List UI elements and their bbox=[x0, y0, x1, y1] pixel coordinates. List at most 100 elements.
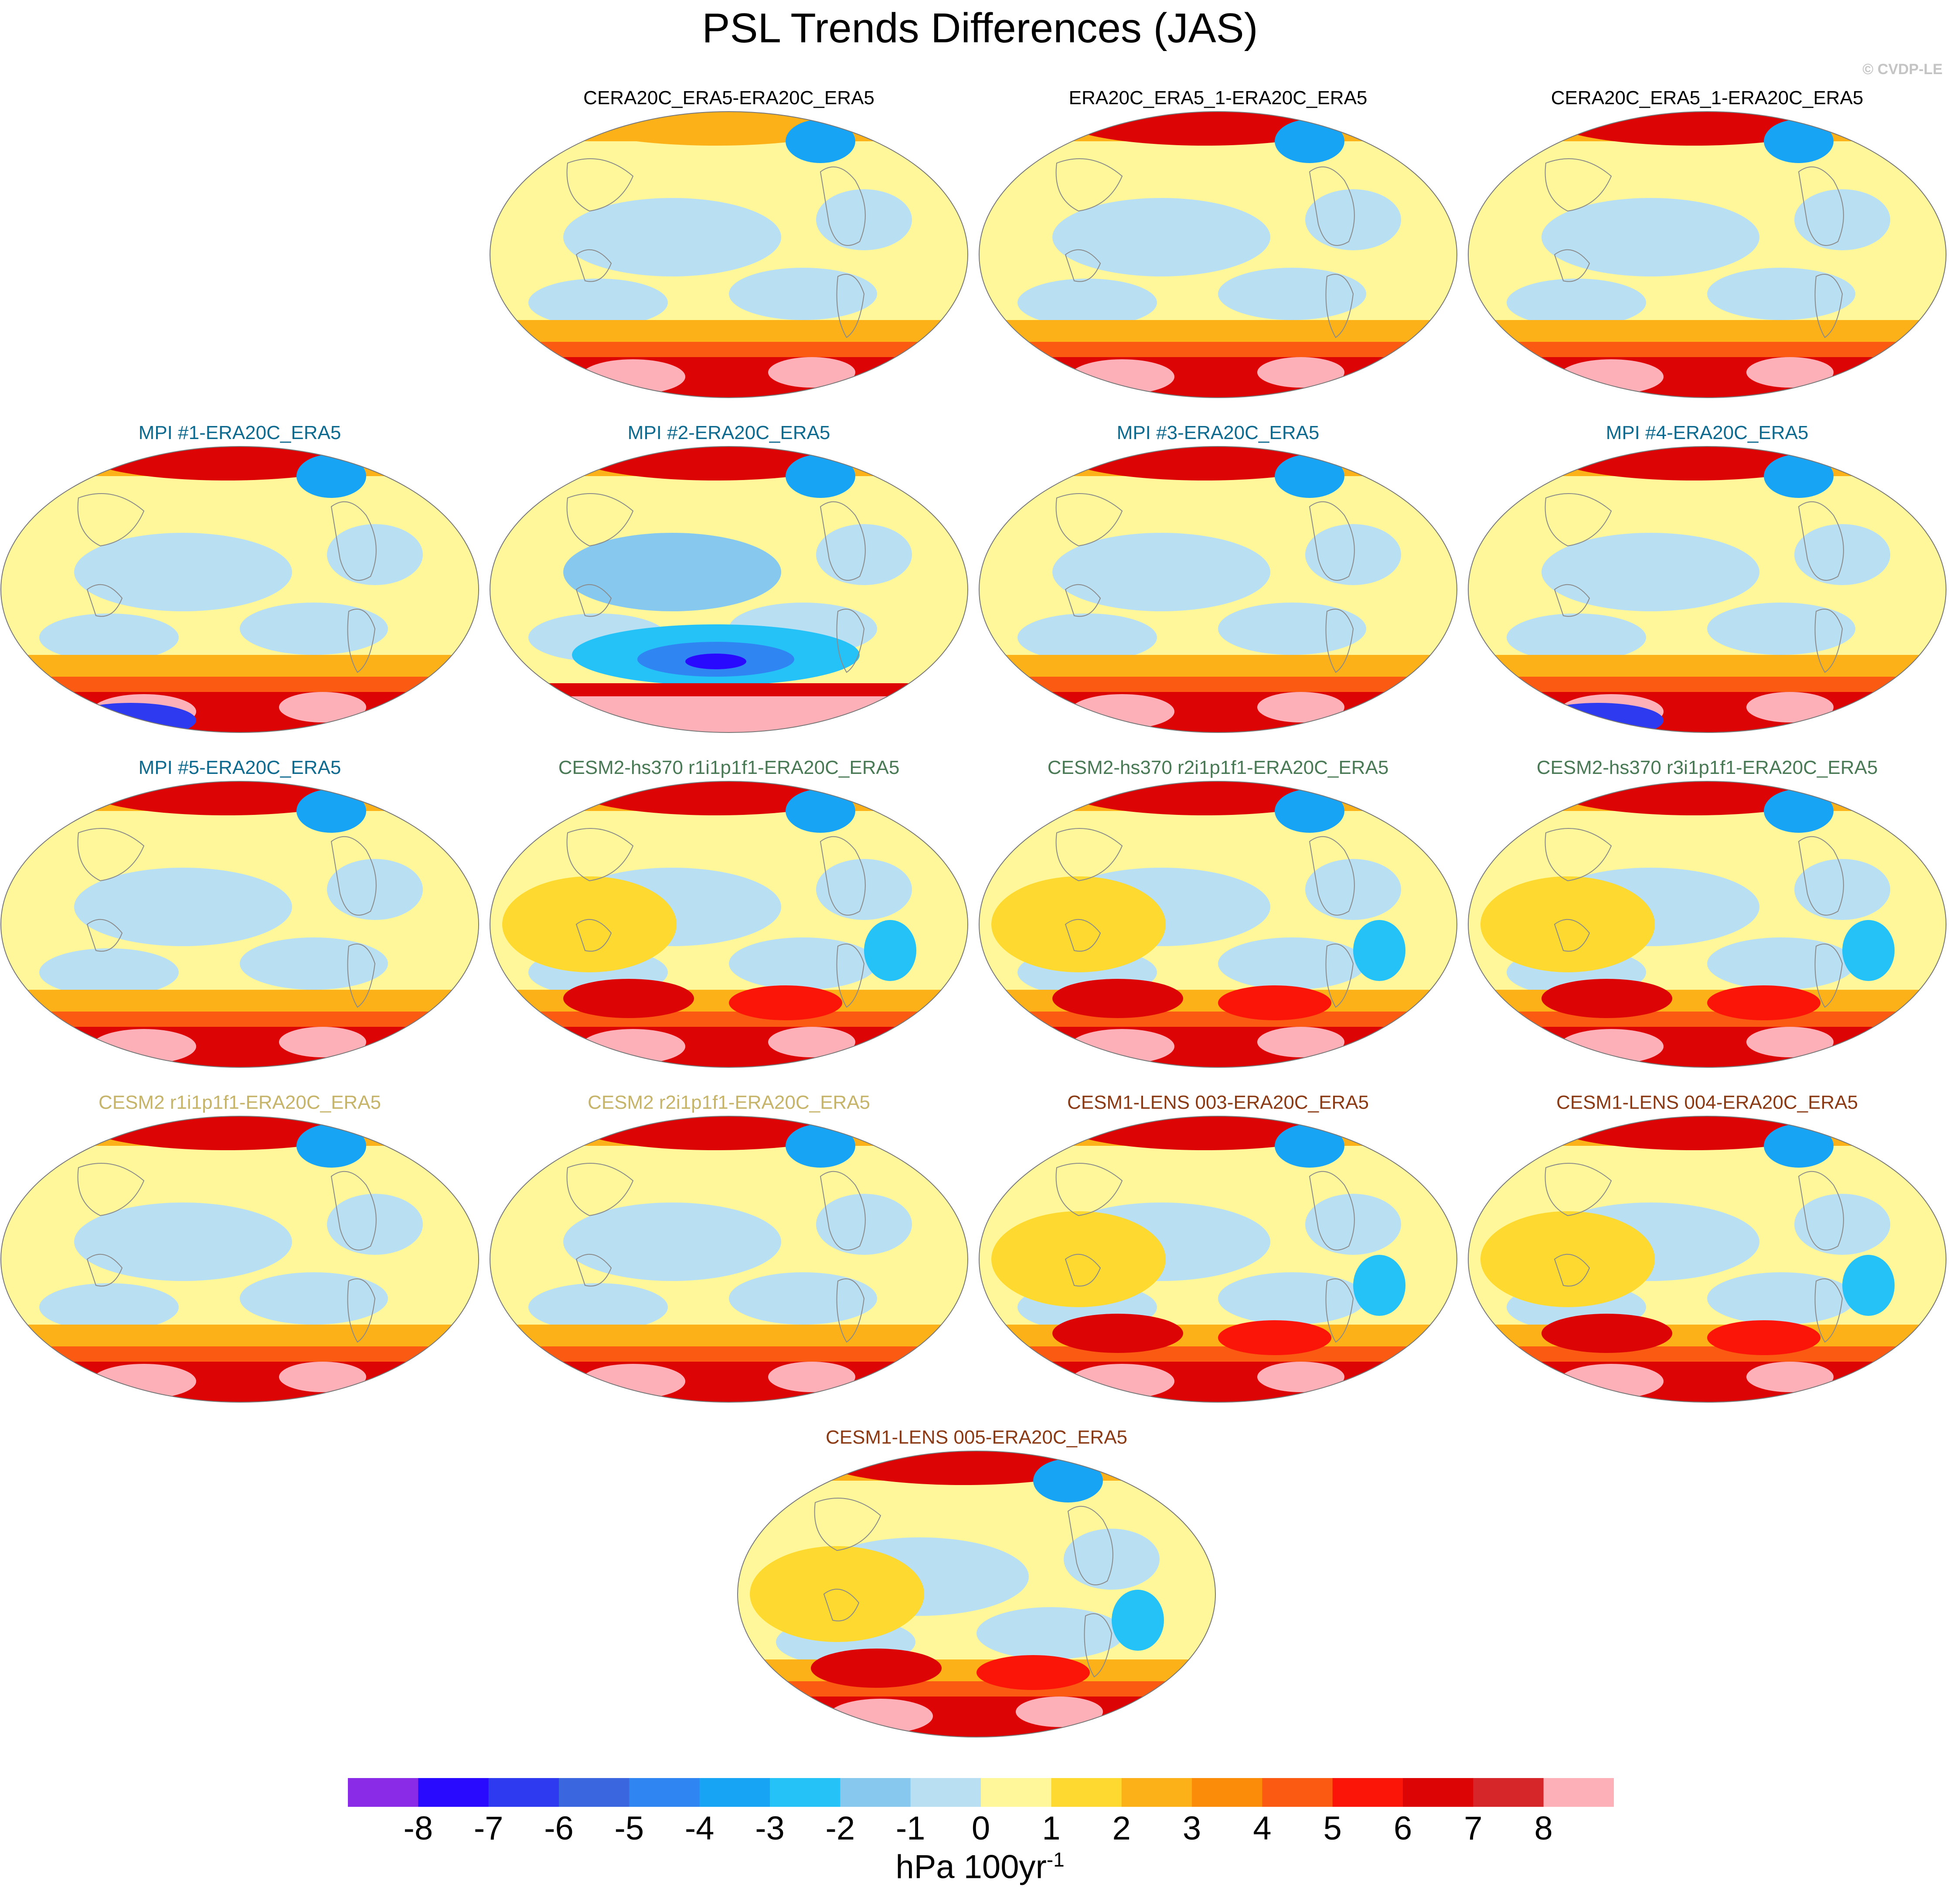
coastline bbox=[77, 493, 145, 547]
trend-contour-fill bbox=[563, 1203, 781, 1281]
coastline bbox=[1814, 1278, 1843, 1343]
trend-contour-fill bbox=[816, 859, 912, 920]
map-border bbox=[979, 781, 1457, 1068]
trend-contour-fill bbox=[1507, 613, 1646, 661]
trend-contour-fill bbox=[1550, 446, 1838, 480]
coastline bbox=[1325, 274, 1354, 338]
colorbar-box bbox=[488, 1778, 559, 1807]
map-panel: ERA20C_ERA5_1-ERA20C_ERA5 bbox=[978, 87, 1458, 419]
coastline bbox=[1065, 249, 1101, 282]
trend-contour-fill bbox=[1275, 119, 1344, 163]
trend-contour-fill bbox=[786, 1124, 855, 1168]
colorbar-box bbox=[1051, 1778, 1122, 1807]
map-panel: MPI #5-ERA20C_ERA5 bbox=[0, 757, 480, 1088]
coastline bbox=[820, 501, 866, 581]
colorbar-tick-label: 7 bbox=[1464, 1810, 1483, 1847]
trend-contour-fill bbox=[1468, 1027, 1946, 1067]
coastline bbox=[86, 1254, 123, 1287]
map-border bbox=[0, 781, 479, 1068]
coastline bbox=[1814, 609, 1843, 673]
trend-contour-fill bbox=[1, 692, 479, 732]
colorbar-tick-label: -2 bbox=[825, 1810, 855, 1847]
trend-contour-fill bbox=[991, 876, 1166, 972]
colorbar-box bbox=[1262, 1778, 1333, 1807]
trend-contour-fill bbox=[279, 1362, 366, 1392]
panel-title: ERA20C_ERA5_1-ERA20C_ERA5 bbox=[1068, 87, 1368, 109]
trend-contour-fill bbox=[240, 1272, 388, 1325]
coastline bbox=[1309, 836, 1355, 916]
coastline bbox=[823, 1588, 860, 1622]
coastline bbox=[1554, 249, 1590, 282]
trend-contour-fill bbox=[738, 1697, 1215, 1737]
robinson-map bbox=[1468, 111, 1946, 398]
trend-contour-fill bbox=[729, 985, 842, 1020]
trend-contour-fill bbox=[768, 357, 855, 388]
coastline bbox=[1055, 158, 1123, 212]
trend-contour-fill bbox=[490, 1012, 968, 1029]
units-exponent: -1 bbox=[1046, 1848, 1065, 1871]
coastline bbox=[820, 836, 866, 916]
coastline bbox=[820, 166, 866, 246]
coastline bbox=[1055, 828, 1123, 882]
robinson-map bbox=[490, 446, 968, 733]
colorbar-tick-label: 2 bbox=[1112, 1810, 1131, 1847]
trend-contour-fill bbox=[1794, 524, 1890, 585]
trend-contour-fill bbox=[1, 1362, 479, 1402]
trend-contour-fill bbox=[1, 1012, 479, 1029]
coastline bbox=[86, 584, 123, 617]
trend-contour-fill bbox=[1468, 1362, 1946, 1402]
coastline bbox=[836, 1278, 865, 1343]
panel-title: MPI #4-ERA20C_ERA5 bbox=[1606, 422, 1809, 443]
trend-contour-fill bbox=[1052, 1314, 1183, 1353]
trend-contour-fill bbox=[1064, 1529, 1160, 1590]
trend-contour-fill bbox=[1559, 1029, 1664, 1064]
colorbar-tick-label: 6 bbox=[1393, 1810, 1412, 1847]
colorbar-tick-label: -6 bbox=[544, 1810, 574, 1847]
coastline bbox=[330, 501, 377, 581]
trend-contour-fill bbox=[979, 1346, 1457, 1364]
trend-contour-fill bbox=[502, 876, 677, 972]
trend-contour-fill bbox=[1257, 1362, 1344, 1392]
trend-contour-fill bbox=[1764, 454, 1834, 498]
trend-contour-fill bbox=[991, 1211, 1166, 1307]
coastline bbox=[1065, 919, 1101, 952]
robinson-map bbox=[979, 111, 1457, 398]
coastline bbox=[836, 609, 865, 673]
trend-contour-fill bbox=[786, 454, 855, 498]
trend-contour-fill bbox=[979, 357, 1457, 398]
robinson-map bbox=[979, 446, 1457, 733]
colorbar-tick-labels: -8 -7 -6 -5 -4 -3 -2 -1 0 1 2 3 4 5 6 7 8 bbox=[348, 1809, 1614, 1849]
colorbar-tick-label: -3 bbox=[755, 1810, 785, 1847]
trend-contour-fill bbox=[1052, 979, 1183, 1018]
trend-contour-fill bbox=[1746, 692, 1834, 722]
trend-contour-fill bbox=[74, 1203, 292, 1281]
trend-contour-fill bbox=[1017, 613, 1157, 661]
coastline bbox=[1545, 158, 1612, 212]
map-panel: CESM2 r2i1p1f1-ERA20C_ERA5 bbox=[489, 1092, 969, 1423]
trend-contour-fill bbox=[1468, 692, 1946, 732]
coastline bbox=[77, 1163, 145, 1216]
map-border bbox=[490, 446, 968, 733]
coastline bbox=[1055, 493, 1123, 547]
trend-contour-fill bbox=[1480, 1211, 1655, 1307]
trend-contour-fill bbox=[729, 268, 877, 320]
trend-contour-fill bbox=[490, 1027, 968, 1067]
trend-contour-fill bbox=[1541, 1314, 1672, 1353]
trend-contour-fill bbox=[327, 859, 423, 920]
trend-contour-fill bbox=[83, 446, 371, 480]
map-panel: CESM2-hs370 r2i1p1f1-ERA20C_ERA5 bbox=[978, 757, 1458, 1088]
trend-contour-fill bbox=[1353, 920, 1405, 981]
coastline bbox=[814, 1498, 881, 1551]
trend-contour-fill bbox=[1, 1346, 479, 1364]
map-border bbox=[1468, 111, 1946, 398]
trend-contour-fill bbox=[528, 279, 668, 327]
panel-title: CERA20C_ERA5_1-ERA20C_ERA5 bbox=[1551, 87, 1864, 109]
trend-contour-fill bbox=[490, 1346, 968, 1364]
colorbar-box bbox=[1403, 1778, 1473, 1807]
coastline bbox=[836, 944, 865, 1008]
map-panel: CESM2-hs370 r1i1p1f1-ERA20C_ERA5 bbox=[489, 757, 969, 1088]
map-border bbox=[490, 781, 968, 1068]
trend-contour-fill bbox=[572, 1116, 860, 1150]
coastline bbox=[1325, 609, 1354, 673]
coastline bbox=[1798, 501, 1844, 581]
